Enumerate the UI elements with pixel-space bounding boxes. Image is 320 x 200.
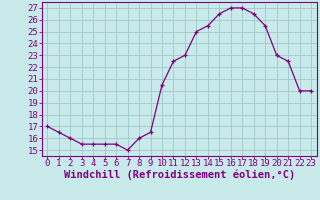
- X-axis label: Windchill (Refroidissement éolien,°C): Windchill (Refroidissement éolien,°C): [64, 170, 295, 180]
